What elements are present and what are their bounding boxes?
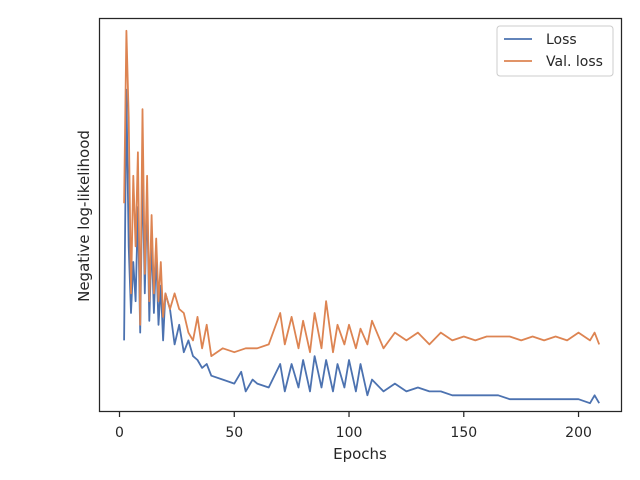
x-tick-label: 200 (565, 425, 592, 441)
legend-label-val-loss: Val. loss (546, 54, 603, 70)
x-tick-label: 50 (225, 425, 243, 441)
x-axis-ticks: 0 50 100 150 200 (115, 411, 592, 441)
y-axis-label: Negative log-likelihood (75, 130, 93, 302)
plot-lines (123, 29, 601, 405)
plot-area-frame (98, 17, 623, 413)
x-tick-label: 150 (450, 425, 477, 441)
legend: Loss Val. loss (496, 25, 614, 77)
x-axis-label: Epochs (333, 445, 387, 463)
x-tick-label: 0 (115, 425, 124, 441)
legend-label-loss: Loss (546, 32, 577, 48)
x-tick-label: 100 (336, 425, 363, 441)
series-line-val-loss (123, 29, 601, 357)
